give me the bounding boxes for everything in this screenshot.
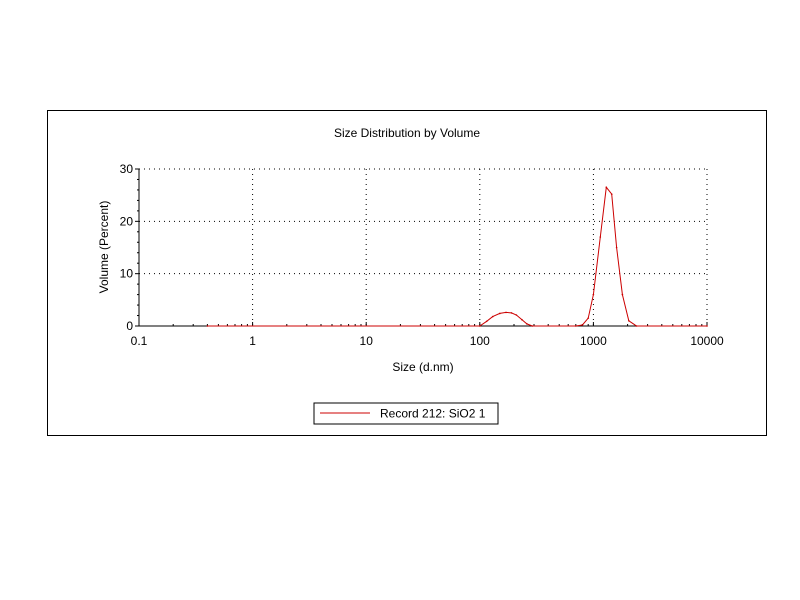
data-point — [505, 311, 507, 314]
data-point — [599, 236, 602, 238]
data-point — [592, 293, 595, 296]
data-point — [615, 246, 618, 249]
x-tick-label: 0.1 — [131, 334, 148, 348]
legend-label-series-1: Record 212: SiO2 1 — [380, 407, 486, 421]
chart-svg: Size Distribution by Volume 0.1 1 10 100 100… — [97, 126, 724, 425]
data-point — [521, 318, 523, 321]
series-layer — [206, 186, 708, 327]
data-point — [581, 324, 584, 326]
data-point — [206, 325, 209, 327]
y-tick-label: 10 — [120, 267, 134, 281]
y-axis-label: Volume (Percent) — [97, 201, 111, 294]
data-point — [605, 186, 608, 189]
x-tick-label: 10 — [360, 334, 374, 348]
x-tick-label: 1 — [249, 334, 256, 348]
y-tick-label: 0 — [126, 319, 133, 333]
data-point — [610, 193, 613, 195]
series-line-1 — [207, 186, 707, 327]
data-point — [628, 319, 630, 322]
data-point — [621, 293, 624, 296]
data-point — [575, 325, 577, 327]
data-point — [499, 312, 501, 315]
ticks-layer: 0.1 1 10 100 1000 10000 0 10 20 30 — [120, 162, 724, 348]
data-point — [531, 325, 534, 327]
legend: Record 212: SiO2 1 — [313, 402, 499, 425]
grid-layer — [139, 168, 708, 326]
x-tick-label: 1000 — [580, 334, 607, 348]
data-point — [515, 314, 518, 316]
x-tick-label: 100 — [470, 334, 490, 348]
y-tick-label: 30 — [120, 162, 134, 176]
data-point — [706, 325, 708, 327]
data-point — [491, 315, 494, 318]
chart-panel: Size Distribution by Volume 0.1 1 10 100 100… — [47, 110, 767, 436]
data-point — [635, 325, 638, 327]
y-tick-label: 20 — [120, 214, 134, 228]
legend-box — [313, 402, 499, 425]
data-point — [479, 325, 481, 327]
data-point — [526, 323, 528, 325]
x-axis-label: Size (d.nm) — [392, 360, 453, 374]
data-point — [485, 320, 488, 323]
axes-layer — [138, 169, 707, 327]
x-tick-label: 10000 — [690, 334, 724, 348]
data-point — [510, 312, 513, 314]
chart-title: Size Distribution by Volume — [334, 126, 480, 140]
data-point — [587, 317, 590, 319]
